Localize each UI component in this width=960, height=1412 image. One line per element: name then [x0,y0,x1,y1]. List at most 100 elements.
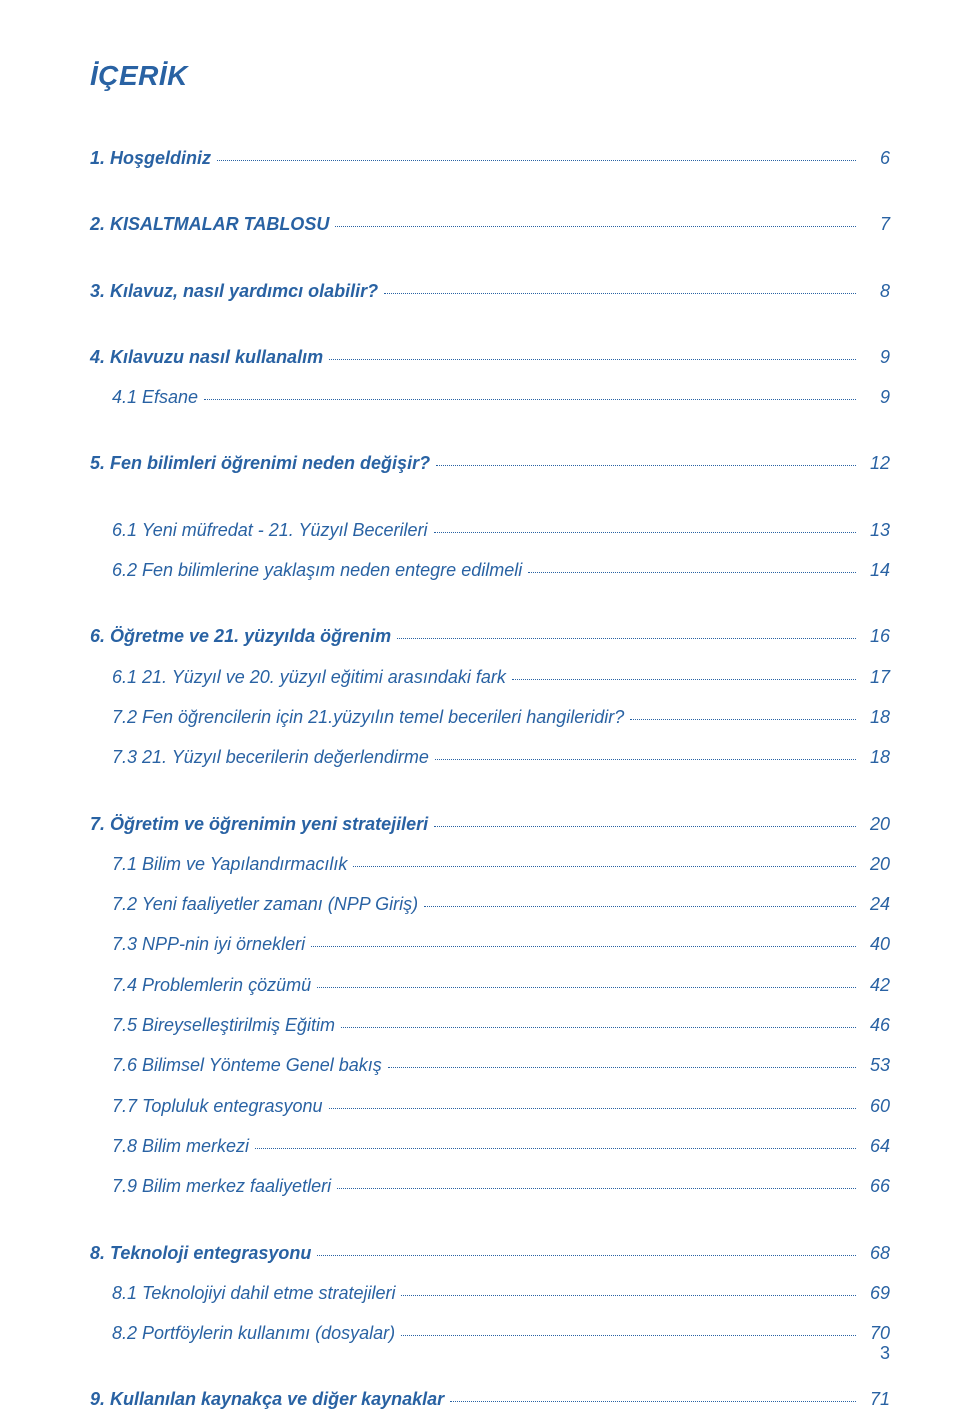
toc-entry: 6.1 Yeni müfredat - 21. Yüzyıl Beceriler… [90,518,890,542]
toc-entry-page: 70 [862,1321,890,1345]
toc-entry-label: 7.2 Fen öğrencilerin için 21.yüzyılın te… [112,705,624,729]
toc-entry-page: 20 [862,852,890,876]
toc-entry-label: 6.1 Yeni müfredat - 21. Yüzyıl Beceriler… [112,518,428,542]
toc-leader [311,946,856,947]
toc-entry-label: 2. KISALTMALAR TABLOSU [90,212,329,236]
toc-entry: 9. Kullanılan kaynakça ve diğer kaynakla… [90,1387,890,1411]
toc-entry-page: 40 [862,932,890,956]
toc-section: 7. Öğretim ve öğrenimin yeni stratejiler… [90,812,890,1199]
toc-section: 2. KISALTMALAR TABLOSU 7 [90,212,890,236]
toc-leader [388,1067,856,1068]
toc-leader [630,719,856,720]
toc-entry-page: 71 [862,1387,890,1411]
toc-entry: 7.2 Yeni faaliyetler zamanı (NPP Giriş) 2… [90,892,890,916]
toc-entry-label: 7.4 Problemlerin çözümü [112,973,311,997]
toc-entry: 7.7 Topluluk entegrasyonu 60 [90,1094,890,1118]
toc-entry-label: 7.6 Bilimsel Yönteme Genel bakış [112,1053,382,1077]
toc-leader [217,160,856,161]
toc-leader [337,1188,856,1189]
toc-entry-label: 8.1 Teknolojiyi dahil etme stratejileri [112,1281,395,1305]
toc-title: İÇERİK [90,60,890,92]
toc-entry: 7.9 Bilim merkez faaliyetleri 66 [90,1174,890,1198]
toc-section: 5. Fen bilimleri öğrenimi neden değişir?… [90,451,890,475]
toc-leader [317,1255,856,1256]
toc-entry-label: 8.2 Portföylerin kullanımı (dosyalar) [112,1321,395,1345]
toc-entry: 6. Öğretme ve 21. yüzyılda öğrenim 16 [90,624,890,648]
toc-entry-page: 60 [862,1094,890,1118]
toc-section: 9. Kullanılan kaynakça ve diğer kaynakla… [90,1387,890,1411]
toc-entry: 5. Fen bilimleri öğrenimi neden değişir?… [90,451,890,475]
toc-entry-page: 66 [862,1174,890,1198]
toc-leader [528,572,856,573]
page-number: 3 [880,1343,890,1364]
toc-entry: 7.1 Bilim ve Yapılandırmacılık 20 [90,852,890,876]
toc-leader [353,866,856,867]
toc-entry: 4. Kılavuzu nasıl kullanalım 9 [90,345,890,369]
toc-entry: 8. Teknoloji entegrasyonu 68 [90,1241,890,1265]
toc-entry-label: 7.3 NPP-nin iyi örnekleri [112,932,305,956]
toc-entry-page: 18 [862,705,890,729]
toc-entry-page: 6 [862,146,890,170]
toc-entry: 3. Kılavuz, nasıl yardımcı olabilir?8 [90,279,890,303]
toc-leader [384,293,856,294]
toc-section: 6.1 Yeni müfredat - 21. Yüzyıl Beceriler… [90,518,890,583]
toc-entry: 7.3 21. Yüzyıl becerilerin değerlendirme… [90,745,890,769]
toc-entry-label: 8. Teknoloji entegrasyonu [90,1241,311,1265]
toc-entry-page: 7 [862,212,890,236]
toc-entry-label: 7.8 Bilim merkezi [112,1134,249,1158]
toc-leader [255,1148,856,1149]
toc-entry-label: 9. Kullanılan kaynakça ve diğer kaynakla… [90,1387,444,1411]
toc-leader [335,226,856,227]
toc-entry: 7.5 Bireyselleştirilmiş Eğitim 46 [90,1013,890,1037]
toc-entry-label: 7.7 Topluluk entegrasyonu [112,1094,323,1118]
toc-leader [204,399,856,400]
toc-entry-page: 16 [862,624,890,648]
toc-section: 3. Kılavuz, nasıl yardımcı olabilir?8 [90,279,890,303]
toc-leader [401,1335,856,1336]
toc-entry-label: 5. Fen bilimleri öğrenimi neden değişir? [90,451,430,475]
toc-entry-label: 6. Öğretme ve 21. yüzyılda öğrenim [90,624,391,648]
toc-entry-page: 46 [862,1013,890,1037]
toc-entry-label: 7.1 Bilim ve Yapılandırmacılık [112,852,347,876]
toc-leader [317,987,856,988]
toc-leader [434,532,856,533]
toc-entry: 7.8 Bilim merkezi64 [90,1134,890,1158]
toc-entry-label: 3. Kılavuz, nasıl yardımcı olabilir? [90,279,378,303]
toc-leader [435,759,856,760]
toc-entry-label: 4. Kılavuzu nasıl kullanalım [90,345,323,369]
toc-leader [450,1401,856,1402]
toc-entry: 1. Hoşgeldiniz 6 [90,146,890,170]
toc-entry-label: 1. Hoşgeldiniz [90,146,211,170]
toc-leader [434,826,856,827]
toc-entry-label: 7.2 Yeni faaliyetler zamanı (NPP Giriş) [112,892,418,916]
toc-entry: 8.1 Teknolojiyi dahil etme stratejileri 6… [90,1281,890,1305]
toc-entry-page: 20 [862,812,890,836]
toc-entry-page: 9 [862,385,890,409]
toc-entry: 6.1 21. Yüzyıl ve 20. yüzyıl eğitimi ara… [90,665,890,689]
toc-entry: 7.4 Problemlerin çözümü 42 [90,973,890,997]
toc-leader [397,638,856,639]
toc-entry-page: 17 [862,665,890,689]
toc-entry-page: 24 [862,892,890,916]
toc-entry-page: 53 [862,1053,890,1077]
toc-entry-page: 68 [862,1241,890,1265]
toc-body: 1. Hoşgeldiniz 6 2. KISALTMALAR TABLOSU 7 3.… [90,146,890,1412]
toc-entry: 7. Öğretim ve öğrenimin yeni stratejiler… [90,812,890,836]
toc-entry-label: 7.9 Bilim merkez faaliyetleri [112,1174,331,1198]
toc-entry: 7.2 Fen öğrencilerin için 21.yüzyılın te… [90,705,890,729]
toc-entry: 7.6 Bilimsel Yönteme Genel bakış 53 [90,1053,890,1077]
toc-entry-page: 42 [862,973,890,997]
toc-leader [512,679,856,680]
toc-entry-label: 7.5 Bireyselleştirilmiş Eğitim [112,1013,335,1037]
toc-leader [424,906,856,907]
toc-entry-page: 18 [862,745,890,769]
toc-entry-label: 6.1 21. Yüzyıl ve 20. yüzyıl eğitimi ara… [112,665,506,689]
toc-leader [329,1108,857,1109]
toc-leader [341,1027,856,1028]
toc-entry-page: 9 [862,345,890,369]
toc-leader [436,465,856,466]
toc-entry-label: 7.3 21. Yüzyıl becerilerin değerlendirme [112,745,429,769]
toc-entry: 7.3 NPP-nin iyi örnekleri 40 [90,932,890,956]
toc-entry-page: 14 [862,558,890,582]
toc-entry-page: 69 [862,1281,890,1305]
